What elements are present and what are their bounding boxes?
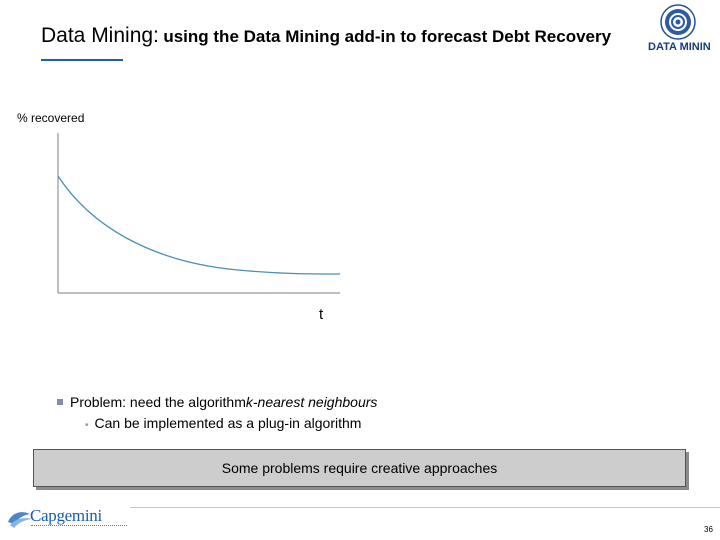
callout-text: Some problems require creative approache… bbox=[221, 460, 498, 476]
logo-text: DATA MININ bbox=[648, 41, 711, 53]
square-bullet-icon bbox=[57, 399, 63, 405]
bullet-italic-text: k-nearest neighbours bbox=[245, 394, 378, 410]
capgemini-logo-icon bbox=[8, 512, 32, 528]
y-axis-label: % recovered bbox=[17, 111, 85, 125]
title-sub: using the Data Mining add-in to forecast… bbox=[163, 27, 612, 46]
logo-tagline-line bbox=[31, 525, 127, 528]
bullet-list: Problem: need the algorithm k-nearest ne… bbox=[57, 394, 377, 431]
footer-divider bbox=[130, 507, 720, 508]
decay-curve bbox=[57, 175, 341, 275]
sub-bullet-item: • Can be implemented as a plug-in algorit… bbox=[85, 415, 377, 431]
capgemini-wordmark: Capgemini bbox=[30, 506, 102, 525]
callout-box: Some problems require creative approache… bbox=[33, 449, 686, 487]
dot-bullet-icon: • bbox=[85, 420, 89, 431]
title-main: Data Mining: bbox=[41, 24, 159, 47]
title-underline bbox=[41, 59, 123, 61]
page-number: 36 bbox=[704, 525, 713, 534]
target-logo-icon bbox=[660, 4, 696, 40]
bullet-text: Problem: need the algorithm bbox=[70, 394, 246, 410]
x-axis-label: t bbox=[319, 306, 324, 323]
sub-bullet-text: Can be implemented as a plug-in algorith… bbox=[94, 415, 362, 431]
bullet-item-problem: Problem: need the algorithm k-nearest ne… bbox=[57, 394, 377, 410]
slide-title: Data Mining: using the Data Mining add-i… bbox=[41, 24, 611, 48]
